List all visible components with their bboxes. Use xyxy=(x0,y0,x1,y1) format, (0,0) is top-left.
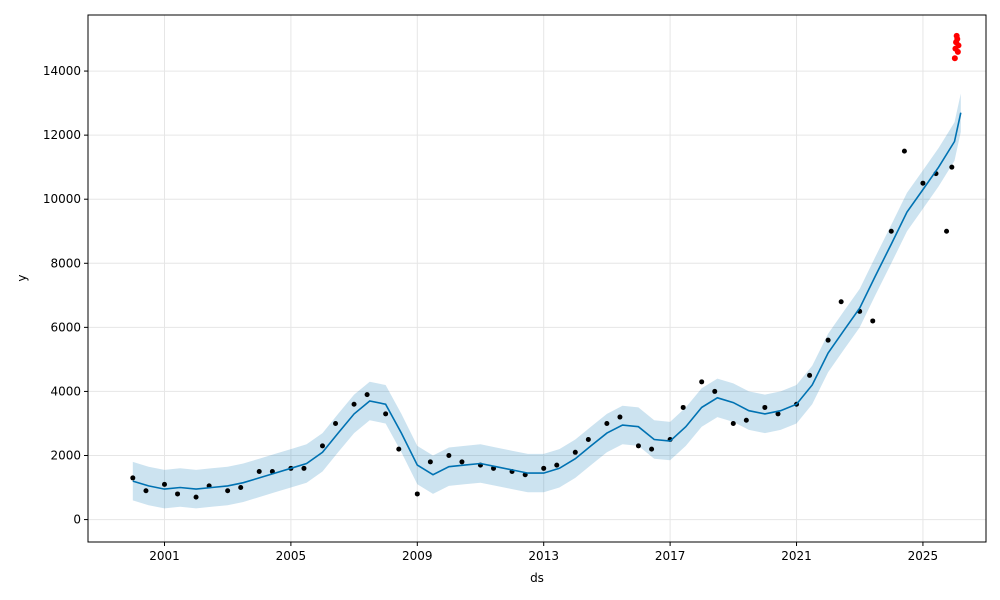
x-tick-label: 2017 xyxy=(655,549,686,563)
y-tick-label: 4000 xyxy=(50,384,81,398)
observed-point xyxy=(161,481,167,487)
observed-point xyxy=(130,475,136,481)
observed-point xyxy=(901,148,907,154)
y-tick-label: 12000 xyxy=(43,128,81,142)
observed-point xyxy=(762,404,768,410)
observed-point xyxy=(949,164,955,170)
observed-point xyxy=(888,228,894,234)
observed-point xyxy=(459,459,465,465)
y-tick-label: 10000 xyxy=(43,192,81,206)
observed-point xyxy=(414,491,420,497)
observed-point xyxy=(743,417,749,423)
observed-point xyxy=(225,488,231,494)
x-tick-label: 2021 xyxy=(781,549,812,563)
observed-point xyxy=(143,488,149,494)
observed-point xyxy=(807,372,813,378)
forecast-line xyxy=(132,112,962,490)
observed-point xyxy=(680,404,686,410)
observed-point xyxy=(554,462,560,468)
observed-point xyxy=(838,299,844,305)
observed-point xyxy=(541,465,547,471)
observed-point xyxy=(730,420,736,426)
observed-point xyxy=(617,414,623,420)
observed-point xyxy=(649,446,655,452)
x-tick-label: 2005 xyxy=(276,549,307,563)
observed-point xyxy=(825,337,831,343)
x-tick-label: 2001 xyxy=(149,549,180,563)
y-tick-label: 6000 xyxy=(50,320,81,334)
observed-point xyxy=(944,228,950,234)
observed-point xyxy=(319,443,325,449)
highlighted-point xyxy=(954,36,961,43)
y-axis-label: y xyxy=(15,274,29,281)
observed-point xyxy=(699,379,705,385)
observed-point xyxy=(775,411,781,417)
y-tick-label: 8000 xyxy=(50,256,81,270)
y-tick-label: 0 xyxy=(73,513,81,527)
uncertainty-band xyxy=(132,93,961,509)
x-tick-label: 2025 xyxy=(908,549,939,563)
observed-point xyxy=(920,180,926,186)
observed-point xyxy=(604,420,610,426)
observed-point xyxy=(383,411,389,417)
x-tick-label: 2009 xyxy=(402,549,433,563)
highlighted-point xyxy=(951,55,958,62)
highlighted-points xyxy=(951,32,962,62)
plot-frame xyxy=(87,14,987,543)
observed-point xyxy=(572,449,578,455)
yhat-line xyxy=(132,112,962,490)
y-axis-ticks: 0 2000 4000 6000 8000 10000 12000 14000 xyxy=(43,64,88,527)
observed-point xyxy=(193,494,199,500)
observed-point xyxy=(635,443,641,449)
x-tick-label: 2013 xyxy=(528,549,559,563)
highlighted-point xyxy=(955,42,962,49)
observed-point xyxy=(712,388,718,394)
observed-point xyxy=(396,446,402,452)
observed-point xyxy=(427,459,433,465)
x-axis-label: ds xyxy=(530,571,544,585)
observed-point xyxy=(351,401,357,407)
interval-area xyxy=(132,93,961,509)
observed-point xyxy=(585,436,591,442)
observed-point xyxy=(256,469,262,475)
observed-point xyxy=(175,491,181,497)
highlighted-point xyxy=(954,48,961,55)
grid-lines xyxy=(88,15,986,542)
observed-point xyxy=(446,453,452,459)
observed-point xyxy=(238,485,244,491)
y-tick-label: 2000 xyxy=(50,449,81,463)
observed-point xyxy=(870,318,876,324)
observed-point xyxy=(333,420,339,426)
observed-point xyxy=(301,465,307,471)
plot-area xyxy=(88,15,986,542)
observed-point xyxy=(364,392,370,398)
x-axis-ticks: 2001 2005 2009 2013 2017 2021 2025 xyxy=(149,542,938,563)
y-tick-label: 14000 xyxy=(43,64,81,78)
